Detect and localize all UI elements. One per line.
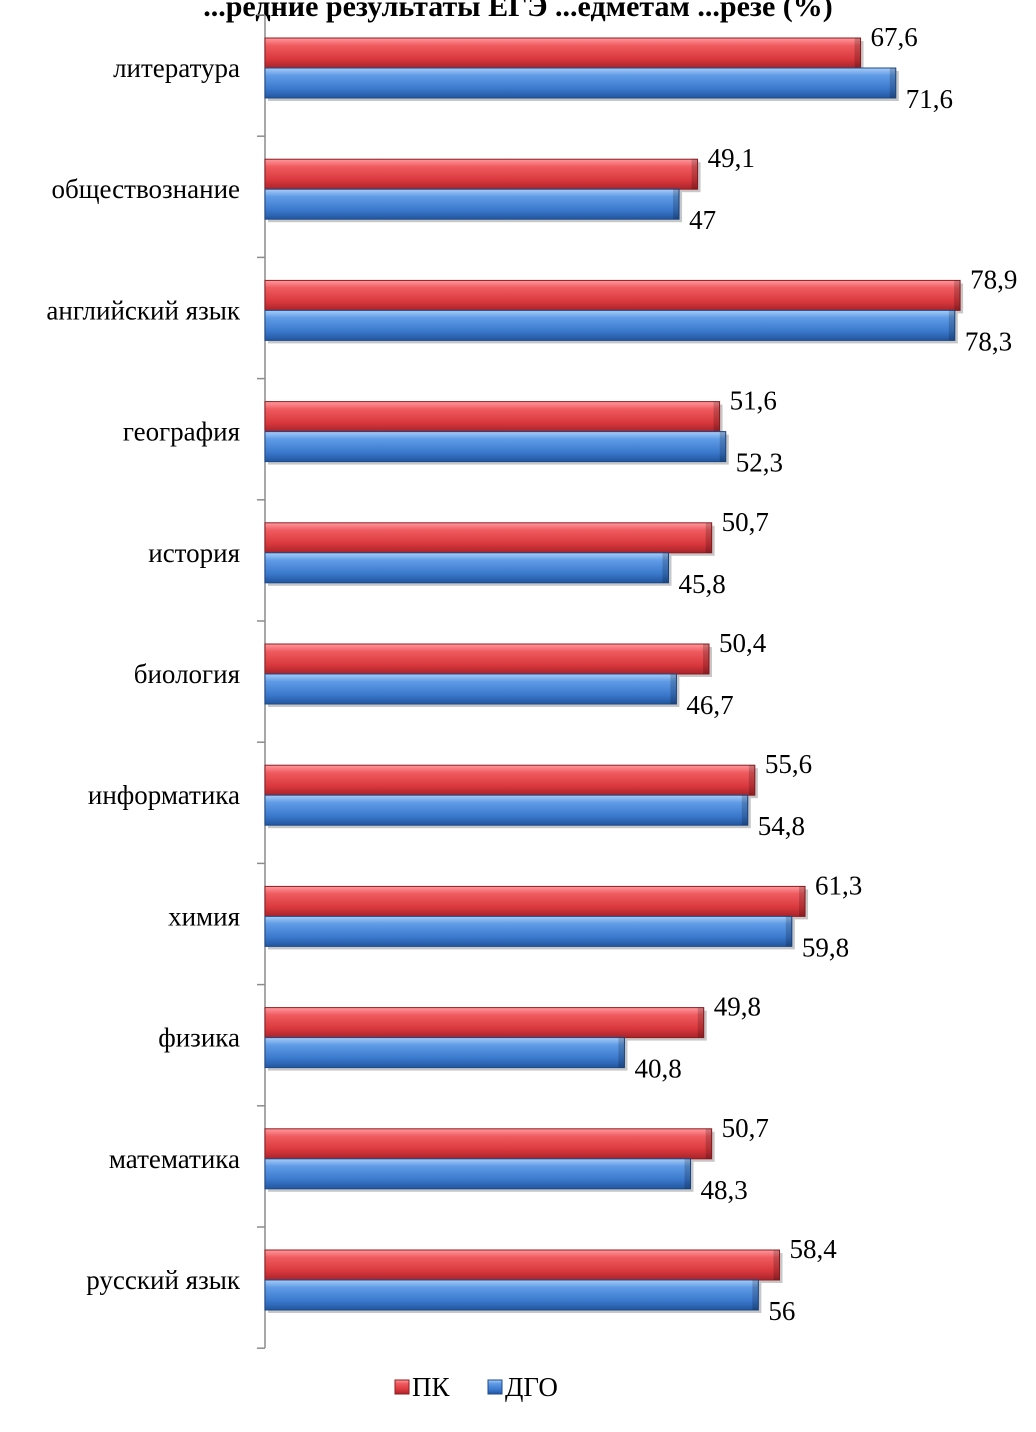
bar-dgo xyxy=(264,431,729,465)
category-label: математика xyxy=(109,1144,240,1174)
bar-pk xyxy=(264,1128,715,1162)
category-label: информатика xyxy=(88,780,240,810)
value-label-layer: 67,6 71,6 49,1 47 78,9 78,3 51,6 52,3 50,7 45,8 50… xyxy=(634,22,1017,1326)
category-label: обществознание xyxy=(51,174,240,204)
bar-pk xyxy=(264,764,758,799)
bar-pk xyxy=(264,279,964,314)
value-label-dgo: 56 xyxy=(768,1296,795,1326)
value-label-dgo: 46,7 xyxy=(686,690,733,720)
category-label: история xyxy=(148,538,240,568)
value-label-pk: 49,8 xyxy=(714,992,761,1022)
legend-swatch-dgo xyxy=(487,1379,503,1395)
category-label: английский язык xyxy=(46,295,240,325)
category-label: биология xyxy=(134,659,240,689)
category-label-layer: литература обществознание английский язык г… xyxy=(46,53,240,1295)
category-label: литература xyxy=(113,53,240,83)
chart-title: ...редние результаты ЕГЭ ...едметам ...р… xyxy=(203,0,833,23)
value-label-pk: 50,7 xyxy=(722,507,769,537)
bar-pk xyxy=(264,643,713,677)
value-label-pk: 51,6 xyxy=(730,386,777,416)
bar-dgo xyxy=(264,1158,694,1192)
legend-label-pk: ПК xyxy=(412,1372,450,1402)
bar-dgo xyxy=(264,309,958,344)
bar-dgo xyxy=(264,188,683,223)
bar-dgo xyxy=(264,1037,628,1071)
legend-label-dgo: ДГО xyxy=(505,1372,558,1402)
bar-pk xyxy=(264,885,809,920)
value-label-pk: 50,4 xyxy=(719,628,767,658)
legend-item-pk: ПК xyxy=(394,1372,450,1402)
legend-swatch-pk xyxy=(394,1379,410,1395)
value-label-pk: 67,6 xyxy=(871,22,918,52)
value-label-dgo: 71,6 xyxy=(906,84,953,114)
value-label-pk: 50,7 xyxy=(722,1113,769,1143)
category-label: география xyxy=(123,417,240,447)
value-label-dgo: 48,3 xyxy=(701,1175,748,1205)
bar-pk xyxy=(264,1007,707,1041)
value-label-pk: 78,9 xyxy=(970,264,1017,294)
bar-pk xyxy=(264,401,723,435)
value-label-dgo: 52,3 xyxy=(736,448,783,478)
bar-pk xyxy=(264,522,715,556)
axis-layer xyxy=(257,14,266,1349)
value-label-dgo: 59,8 xyxy=(802,932,849,962)
bar-pk xyxy=(264,37,864,71)
bar-dgo xyxy=(264,673,680,707)
bar-dgo xyxy=(264,552,672,586)
value-label-dgo: 40,8 xyxy=(634,1054,681,1084)
bar-pk xyxy=(264,1249,783,1283)
value-label-pk: 55,6 xyxy=(765,749,812,779)
bar-pk xyxy=(264,158,701,193)
bar-layer xyxy=(264,37,964,1313)
value-label-dgo: 47 xyxy=(689,205,716,235)
legend-item-dgo: ДГО xyxy=(487,1372,558,1402)
bar-dgo xyxy=(264,1279,762,1313)
category-label: русский язык xyxy=(86,1265,241,1295)
value-label-dgo: 54,8 xyxy=(758,811,805,841)
value-label-pk: 61,3 xyxy=(815,870,862,900)
legend: ПК ДГО xyxy=(394,1372,558,1402)
value-label-pk: 58,4 xyxy=(790,1234,838,1264)
value-label-dgo: 45,8 xyxy=(678,569,725,599)
value-label-pk: 49,1 xyxy=(708,143,755,173)
bar-dgo xyxy=(264,794,751,829)
bar-dgo xyxy=(264,915,795,950)
category-label: физика xyxy=(158,1023,240,1053)
category-label: химия xyxy=(168,901,240,931)
value-label-dgo: 78,3 xyxy=(965,326,1012,356)
bar-dgo xyxy=(264,67,899,101)
